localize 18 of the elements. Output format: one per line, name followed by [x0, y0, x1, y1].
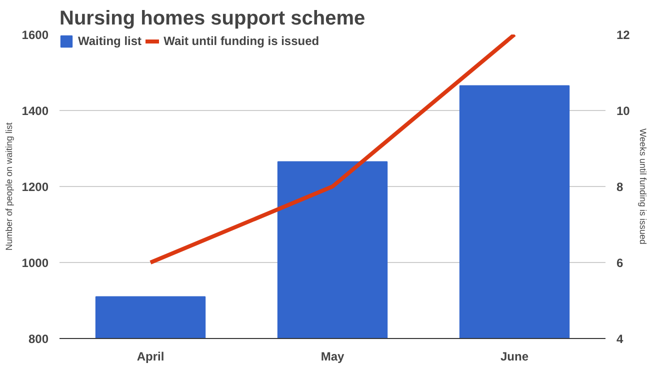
- y2-tick-label: 12: [616, 28, 630, 42]
- y2-axis-title: Weeks until funding is issued: [638, 128, 648, 244]
- y-tick-label: 1200: [22, 180, 49, 194]
- legend-label: Wait until funding is issued: [164, 34, 320, 48]
- y-tick-label: 1600: [22, 28, 49, 42]
- y-tick-label: 1000: [22, 256, 49, 270]
- y-tick-label: 800: [28, 332, 49, 346]
- legend-label: Waiting list: [78, 34, 142, 48]
- chart-title: Nursing homes support scheme: [60, 8, 366, 30]
- y2-tick-label: 10: [616, 104, 630, 118]
- x-tick-label: April: [136, 350, 164, 364]
- y2-tick-label: 6: [616, 256, 624, 270]
- y-axis-title: Number of people on waiting list: [4, 122, 14, 251]
- y2-tick-label: 8: [616, 180, 624, 194]
- x-tick-label: May: [320, 350, 344, 364]
- x-tick-label: June: [500, 350, 529, 364]
- y-tick-label: 1400: [22, 104, 49, 118]
- y2-tick-label: 4: [616, 332, 624, 346]
